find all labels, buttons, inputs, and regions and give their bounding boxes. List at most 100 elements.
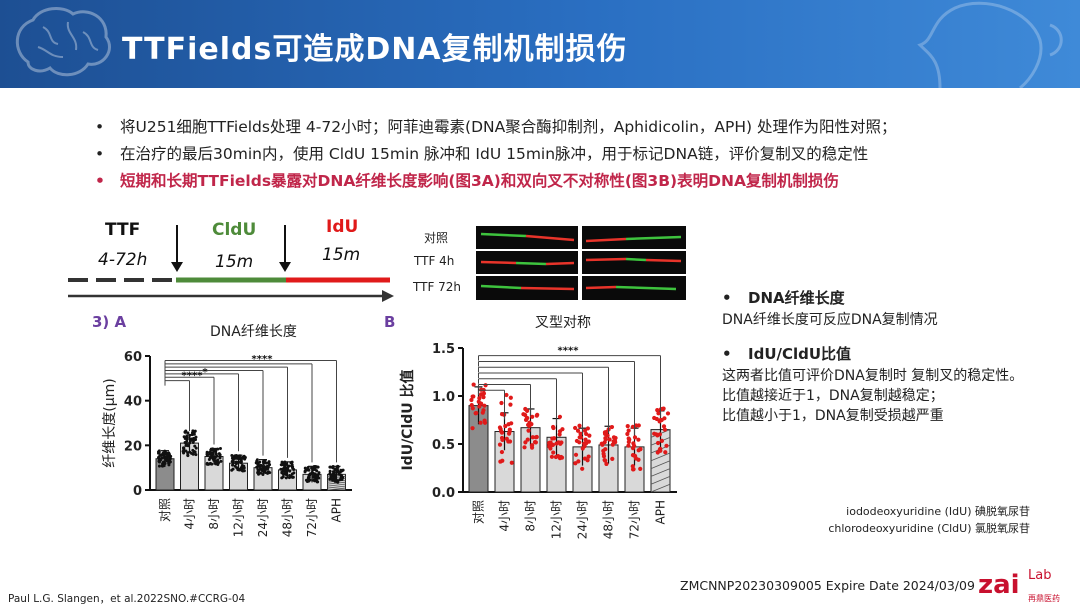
data-point (316, 473, 320, 477)
data-point (191, 438, 195, 442)
data-point (234, 456, 238, 460)
data-point (329, 465, 333, 469)
data-point (264, 461, 268, 465)
data-point (237, 454, 241, 458)
data-point (626, 428, 631, 433)
data-point (185, 443, 189, 447)
x-tick-label: 72小时 (305, 498, 319, 537)
data-point (469, 402, 474, 408)
data-point (290, 461, 294, 465)
title-banner: TTFields可造成DNA复制机制损伤 (0, 0, 1080, 88)
data-point (580, 446, 585, 451)
bullet-item-highlight: • 短期和长期TTFields暴露对DNA纤维长度影响(图3A)和双向叉不对称性(… (95, 168, 1055, 195)
data-point (657, 447, 662, 452)
data-point (190, 451, 194, 455)
data-point (654, 416, 659, 422)
data-point (479, 392, 484, 397)
data-point (658, 417, 663, 423)
data-point (212, 458, 216, 462)
data-point (334, 467, 338, 471)
data-point (530, 435, 535, 440)
data-point (209, 455, 213, 459)
data-point (500, 437, 505, 443)
data-point (507, 439, 513, 444)
data-point (585, 426, 590, 431)
data-point (523, 406, 528, 412)
data-point (478, 420, 483, 425)
data-point (210, 452, 214, 456)
data-point (258, 460, 262, 464)
data-point (194, 453, 198, 457)
y-tick-label: 1.0 (432, 390, 455, 405)
data-point (508, 402, 513, 407)
y-tick-label: 20 (124, 439, 142, 454)
data-point (292, 471, 296, 475)
data-point (242, 466, 246, 470)
data-point (477, 404, 482, 409)
y-tick-label: 0.0 (432, 486, 455, 501)
data-point (157, 464, 161, 468)
data-point (471, 394, 476, 399)
face-profile-icon (917, 1, 1063, 88)
data-point (655, 440, 661, 446)
data-point (289, 474, 293, 478)
data-point (586, 454, 591, 459)
data-point (660, 406, 665, 412)
note-body: 这两者比值可评价DNA复制时 复制叉的稳定性。 比值越接近于1，DNA复制越稳定… (722, 366, 1072, 426)
data-point (548, 444, 553, 449)
micrograph-label-control: 对照 (424, 231, 449, 245)
data-point (630, 446, 636, 451)
x-tick-label: APH (654, 500, 668, 524)
data-point (205, 461, 209, 465)
chart-title-fork-symmetry: 叉型对称 (535, 315, 591, 331)
data-point (601, 454, 607, 459)
micrograph-label-72h: TTF 72h (413, 280, 462, 294)
data-point (626, 443, 631, 448)
data-point (577, 423, 582, 428)
data-point (557, 414, 563, 419)
data-point (339, 476, 343, 480)
x-tick-label: APH (330, 498, 344, 522)
significance-label: **** (558, 346, 580, 357)
data-point (316, 465, 320, 469)
x-tick-label: 对照 (158, 498, 172, 522)
data-point (185, 439, 189, 443)
data-point (470, 406, 475, 411)
data-point (587, 433, 592, 438)
bullet-text: 将U251细胞TTFields处理 4-72小时；阿菲迪霉素(DNA聚合酶抑制剂… (120, 118, 897, 136)
data-point (470, 426, 475, 431)
data-point (573, 452, 579, 457)
x-tick-label: 8小时 (524, 500, 538, 532)
data-point (530, 414, 535, 419)
data-point (497, 442, 503, 447)
data-point (192, 430, 196, 434)
bar-hatch (327, 487, 346, 491)
data-point (508, 395, 513, 400)
x-tick-label: 12小时 (232, 498, 246, 537)
data-point (523, 440, 528, 445)
data-point (331, 470, 335, 474)
data-point (262, 469, 266, 473)
data-point (164, 455, 168, 459)
data-point (582, 456, 588, 461)
ttf-time: 4-72h (98, 250, 147, 270)
bar-hatch (650, 452, 671, 462)
data-point (586, 439, 591, 444)
data-point (157, 455, 161, 459)
x-tick-label: 4小时 (498, 500, 512, 532)
data-point (217, 452, 221, 456)
data-point (186, 451, 190, 455)
data-point (308, 472, 312, 476)
abbr-line: iododeoxyuridine (IdU) 碘脱氧尿苷 (846, 505, 1030, 518)
data-point (231, 458, 235, 462)
data-point (182, 435, 186, 439)
micrograph-label-4h: TTF 4h (414, 254, 455, 268)
data-point (632, 435, 638, 440)
data-point (240, 456, 244, 460)
data-point (655, 433, 660, 438)
bar-hatch (327, 483, 346, 487)
data-point (214, 462, 218, 466)
data-point (580, 466, 585, 471)
data-point (656, 411, 661, 416)
data-point (665, 411, 671, 416)
